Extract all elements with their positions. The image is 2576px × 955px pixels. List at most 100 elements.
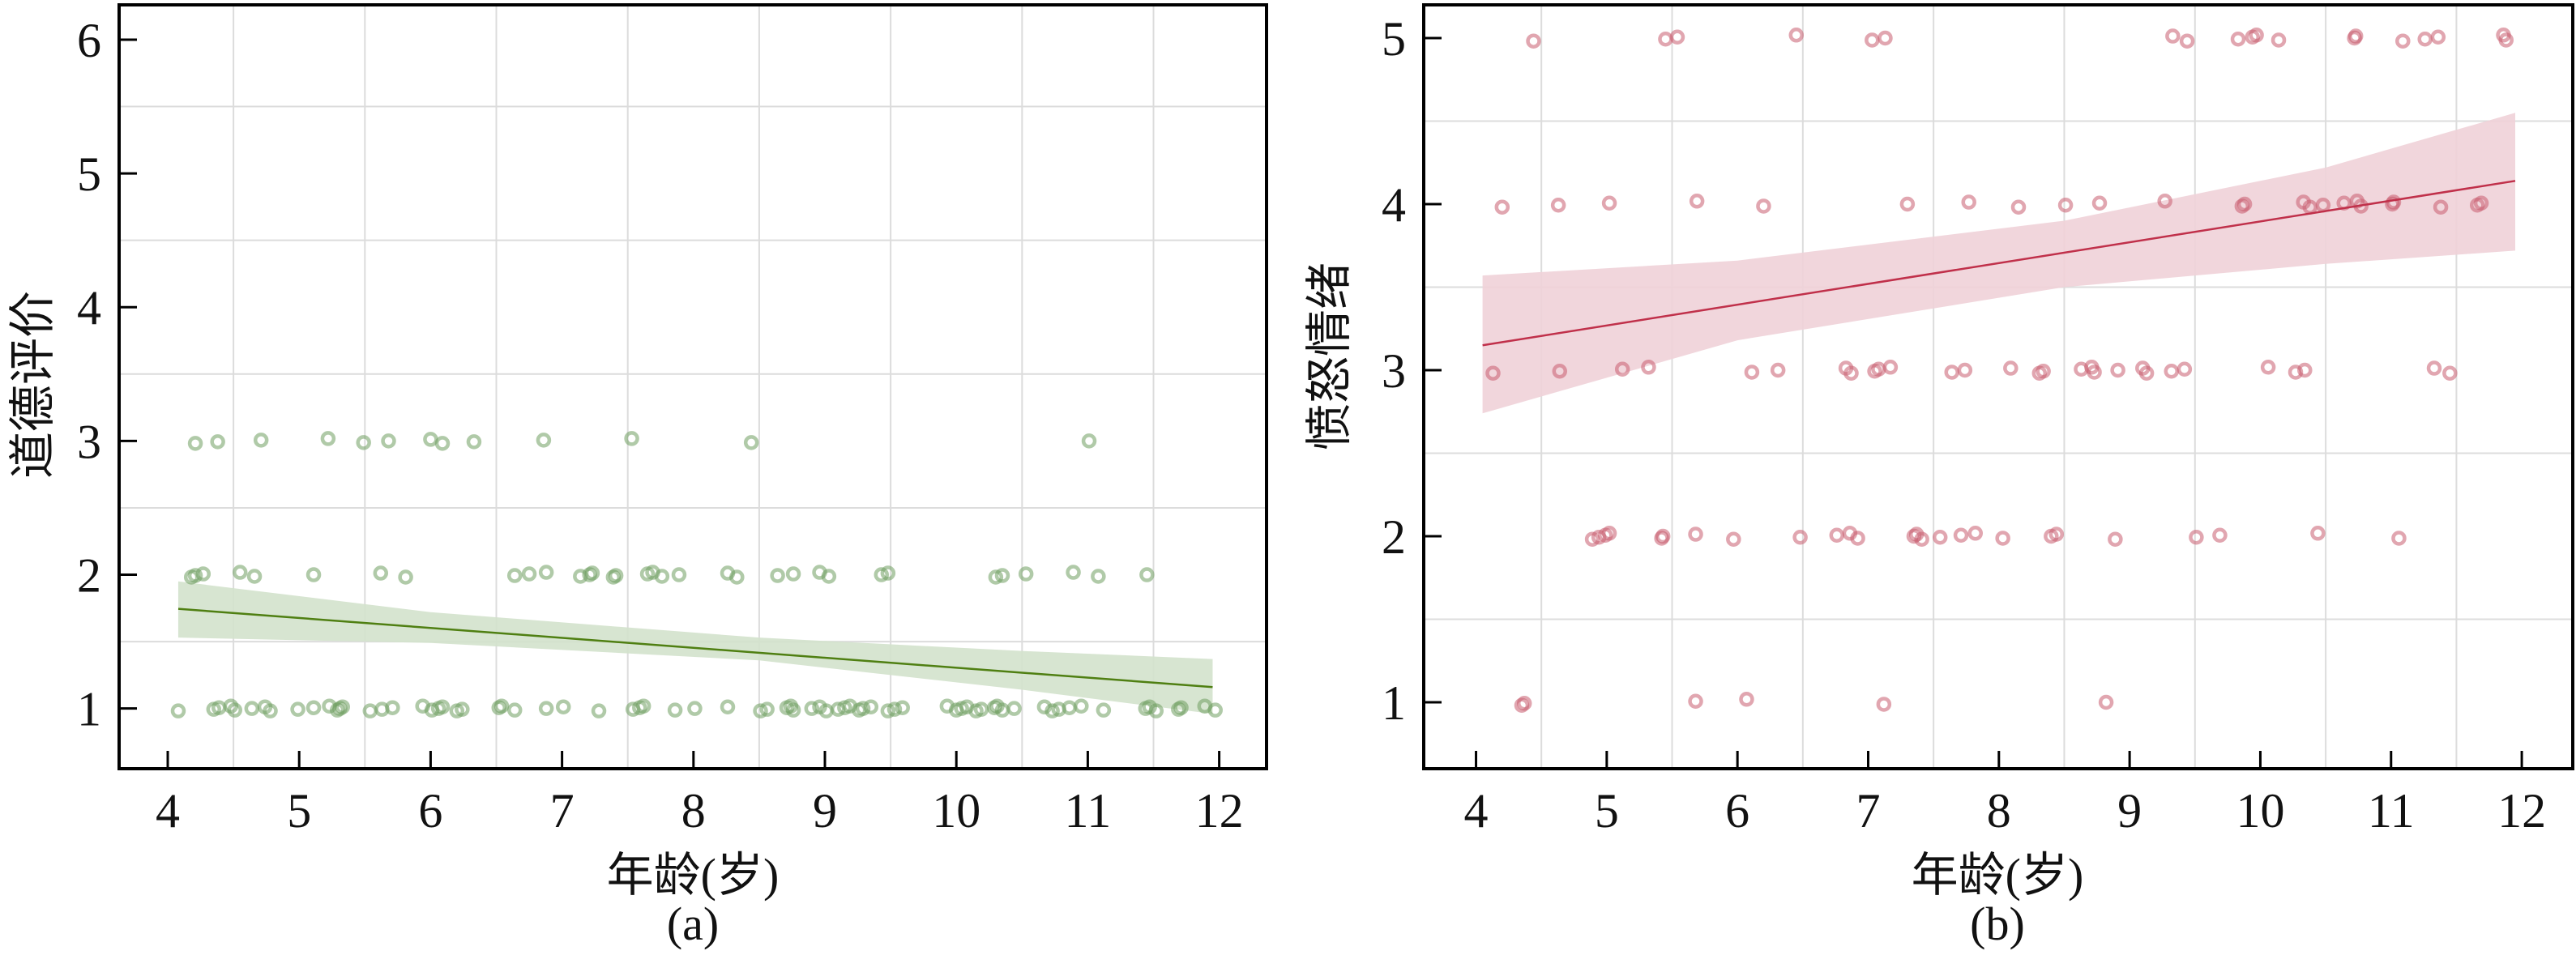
x-tick-label: 11 <box>1065 784 1112 838</box>
x-tick-label: 12 <box>1195 784 1244 838</box>
data-point <box>886 701 903 717</box>
data-point <box>1944 365 1959 380</box>
data-point <box>855 701 871 716</box>
data-point <box>2157 194 2172 209</box>
data-point <box>1882 360 1899 375</box>
x-tick-label: 5 <box>287 784 311 838</box>
x-tick-label: 10 <box>2236 784 2284 838</box>
data-point <box>2091 195 2108 211</box>
data-point <box>305 700 322 715</box>
data-point <box>1967 526 1984 541</box>
data-point <box>759 701 775 717</box>
data-point <box>973 701 989 717</box>
data-point <box>2430 29 2446 45</box>
data-point <box>2310 526 2326 541</box>
data-point <box>1957 362 1973 378</box>
data-point <box>1584 531 1600 547</box>
data-point <box>1953 527 1969 544</box>
y-axis-title: 道德评价 <box>6 291 59 479</box>
data-point <box>2230 31 2246 47</box>
x-axis-title: 年龄(岁) <box>607 849 780 902</box>
data-point <box>591 703 607 718</box>
data-point <box>743 435 759 450</box>
data-point <box>2347 28 2364 44</box>
data-point <box>1091 569 1106 584</box>
data-point <box>2048 527 2065 542</box>
data-point <box>356 435 371 450</box>
data-point <box>373 565 389 581</box>
data-point <box>2473 195 2489 211</box>
data-point <box>232 565 248 580</box>
data-point <box>1614 361 1630 377</box>
data-point <box>521 566 537 582</box>
y-tick-label: 1 <box>77 683 101 736</box>
y-tick-label: 5 <box>77 147 101 201</box>
data-point <box>2271 32 2287 48</box>
data-point <box>1485 365 1501 381</box>
data-point <box>1550 197 1566 213</box>
data-point <box>2297 362 2313 378</box>
y-axis-title: 愤怒情绪 <box>1303 262 1356 450</box>
regression-line <box>177 608 1213 689</box>
data-point <box>227 702 242 718</box>
data-point <box>2177 361 2193 377</box>
data-point <box>2498 32 2514 48</box>
data-point <box>246 569 263 584</box>
data-point <box>1148 703 1164 718</box>
data-point <box>1865 32 1880 48</box>
y-tick-label: 4 <box>77 281 101 335</box>
data-point <box>1494 199 1510 215</box>
data-point <box>320 431 336 446</box>
data-point <box>538 565 554 580</box>
x-tick-label: 7 <box>1856 784 1880 838</box>
data-point <box>1995 531 2010 546</box>
data-point <box>687 701 703 716</box>
data-point <box>1914 531 1929 547</box>
data-point <box>2138 365 2155 381</box>
data-point <box>1689 194 1705 209</box>
data-point <box>2433 199 2449 215</box>
data-point <box>1688 693 1703 710</box>
data-point <box>493 698 510 714</box>
x-tick-label: 8 <box>681 784 706 838</box>
data-point <box>2057 197 2074 213</box>
data-point <box>305 567 322 582</box>
data-point <box>770 568 785 583</box>
data-point <box>880 703 896 718</box>
x-tick-label: 7 <box>550 784 575 838</box>
data-point <box>538 701 554 716</box>
data-point <box>720 699 736 714</box>
data-point <box>895 700 910 715</box>
y-tick-label: 2 <box>77 549 101 603</box>
data-point <box>2087 365 2102 380</box>
data-point <box>1688 527 1703 542</box>
data-point <box>785 566 801 582</box>
x-tick-label: 12 <box>2497 784 2546 838</box>
data-point <box>1655 528 1671 544</box>
data-point <box>195 566 211 582</box>
data-point <box>506 702 523 718</box>
regression-line <box>1482 180 2516 347</box>
data-point <box>584 565 600 581</box>
data-point <box>1669 29 1685 45</box>
data-point <box>536 433 552 448</box>
data-point <box>290 701 305 717</box>
data-point <box>1207 702 1223 718</box>
data-point <box>335 699 350 714</box>
data-point <box>667 702 683 718</box>
x-tick-label: 4 <box>1464 784 1489 838</box>
x-tick-label: 5 <box>1595 784 1619 838</box>
panel-label: (a) <box>667 897 719 950</box>
data-point <box>1961 194 1976 210</box>
data-point <box>398 569 413 585</box>
data-point <box>362 703 378 718</box>
data-point <box>821 569 837 584</box>
x-tick-label: 9 <box>2117 784 2142 838</box>
data-point <box>1044 703 1060 718</box>
data-point <box>2189 529 2204 545</box>
x-tick-label: 8 <box>1987 784 2011 838</box>
data-point <box>385 700 400 715</box>
data-point <box>1739 692 1754 707</box>
